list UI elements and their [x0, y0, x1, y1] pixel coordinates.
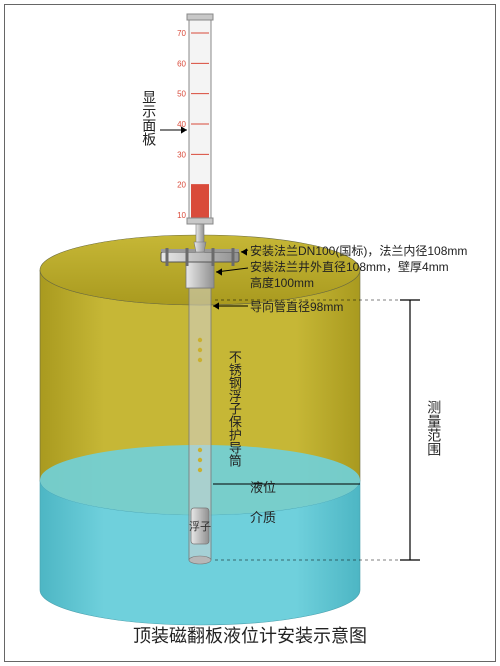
label-flange-1: 安装法兰DN100(国标)，法兰内径108mm	[250, 244, 467, 260]
svg-text:10: 10	[177, 211, 186, 220]
label-flange-2: 安装法兰井外直径108mm，壁厚4mm	[250, 260, 449, 276]
label-protection-tube: 不锈钢浮子保护导筒	[225, 350, 242, 467]
diagram-caption: 顶装磁翻板液位计安装示意图	[0, 622, 500, 648]
svg-text:60: 60	[177, 59, 186, 68]
svg-text:浮子: 浮子	[189, 520, 211, 533]
svg-text:20: 20	[177, 181, 186, 190]
label-liquid-level: 液位	[250, 480, 276, 497]
label-measure-range: 测量范围	[425, 400, 443, 456]
label-guide-diameter: 导向管直径98mm	[250, 300, 343, 316]
label-display-panel: 显示面板	[140, 90, 158, 146]
svg-text:30: 30	[177, 150, 186, 159]
label-flange-3: 高度100mm	[250, 276, 314, 292]
svg-text:70: 70	[177, 29, 186, 38]
svg-text:50: 50	[177, 90, 186, 99]
diagram-svg: 浮子70605040302010	[0, 0, 500, 666]
label-medium: 介质	[250, 510, 276, 527]
